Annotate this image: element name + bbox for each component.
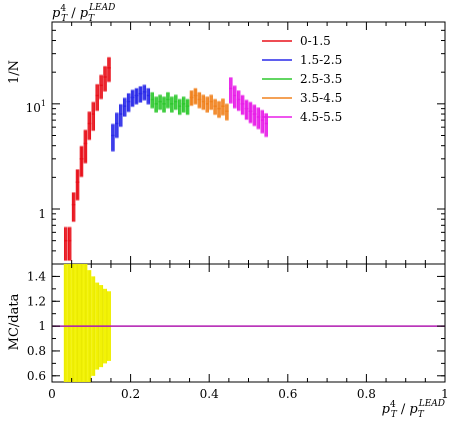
xtick-label: 0.8 [357,387,376,401]
xtick-label: 0.2 [121,387,140,401]
xlabel: p4 T / pTLEAD [382,399,445,420]
main-plot-frame [51,21,446,265]
main-series-group [63,56,268,262]
xtick-label: 1 [441,387,449,401]
ytick-label-1: 1 [38,207,46,221]
legend-label: 4.5-5.5 [300,110,342,124]
main-axis-ticks [51,21,446,265]
legend-label: 3.5-4.5 [300,91,342,105]
ratio-ytick-label: 1 [38,319,46,333]
xtick-label: 0.4 [200,387,219,401]
series-2.5-3.5 [150,91,190,116]
series-4.5-5.5 [229,76,268,138]
ratio-ytick-label: 0.8 [27,344,46,358]
series-0-1.5 [63,56,111,262]
legend: 0-1.5 1.5-2.5 2.5-3.5 3.5-4.5 4.5-5.5 [262,34,342,124]
chart-title: p4 T / pTLEAD [52,3,115,24]
legend-label: 2.5-3.5 [300,72,342,86]
ratio-ylabel: MC/data [7,293,22,350]
xtick-label: 0 [48,387,56,401]
ratio-ytick-label: 0.6 [27,369,46,383]
ytick-label-10: 101 [26,99,46,115]
ratio-uncertainty-band [52,264,111,382]
main-ylabel: 1/N [7,60,22,84]
series-1.5-2.5 [111,84,151,152]
xtick-label: 0.6 [278,387,297,401]
main-ytick-labels: 1 101 [26,99,46,221]
legend-label: 1.5-2.5 [300,53,342,67]
ratio-ytick-label: 1.4 [27,269,46,283]
legend-label: 0-1.5 [300,34,331,48]
series-3.5-4.5 [189,87,229,121]
ratio-ytick-label: 1.2 [27,294,46,308]
ratio-axis-ticks: 1.41.210.80.60 0.2 0.4 0.6 0.8 1 [27,264,449,401]
